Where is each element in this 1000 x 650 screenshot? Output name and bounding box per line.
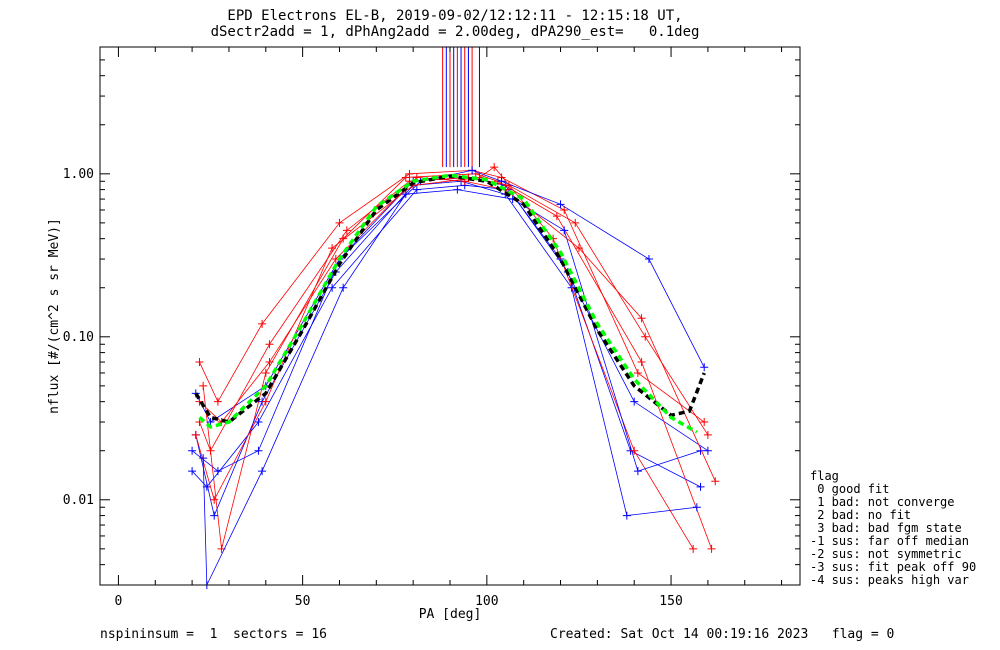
y-tick-label: 0.10: [63, 330, 94, 345]
data-point: [195, 358, 204, 367]
fit-curve: [198, 173, 698, 434]
data-point: [261, 368, 270, 377]
data-point: [497, 177, 506, 186]
data-point: [188, 446, 197, 455]
data-point: [471, 169, 480, 178]
data-point: [633, 467, 642, 476]
data-point: [707, 544, 716, 553]
data-point: [339, 283, 348, 292]
series-line: [202, 173, 712, 549]
data-point: [560, 226, 569, 235]
data-point: [630, 397, 639, 406]
data-point: [199, 454, 208, 463]
data-point: [210, 511, 219, 520]
legend-item: 0 good fit: [810, 482, 890, 496]
axes: [99, 46, 801, 586]
fit-curves: [194, 173, 706, 434]
data-point: [703, 430, 712, 439]
legend-item: 3 bad: bad fgm state: [810, 521, 962, 535]
data-point: [412, 185, 421, 194]
legend-item: -3 sus: fit peak off 90: [810, 560, 977, 574]
legend-item: -2 sus: not symmetric: [810, 547, 962, 561]
data-point: [206, 446, 215, 455]
data-point: [328, 244, 337, 253]
chart-title: EPD Electrons EL-B, 2019-09-02/12:12:11 …: [227, 8, 683, 24]
data-point: [703, 446, 712, 455]
series-line: [191, 184, 701, 488]
y-axis-label: nflux [#/(cm^2 s sr MeV)]: [47, 218, 62, 414]
legend-item: 2 bad: no fit: [810, 508, 912, 522]
data-point: [210, 495, 219, 504]
data-point: [401, 190, 410, 199]
data-point: [641, 332, 650, 341]
tick-labels: 0 50 100 150 0.01 0.10 1.00 PA [deg] nflux [#/(c…: [47, 167, 683, 622]
x-tick-label: 50: [295, 594, 311, 609]
data-point: [453, 185, 462, 194]
legend-item: 1 bad: not converge: [810, 495, 955, 509]
data-point: [265, 358, 274, 367]
data-point: [689, 544, 698, 553]
data-point: [258, 319, 267, 328]
series-layer: [188, 163, 720, 589]
series-line: [191, 169, 705, 472]
data-point: [560, 205, 569, 214]
flag-legend: flag 0 good fit 1 bad: not converge 2 ba…: [810, 470, 976, 587]
y-tick-label: 1.00: [63, 167, 94, 182]
data-point: [191, 430, 200, 439]
data-point: [342, 226, 351, 235]
x-tick-label: 150: [659, 594, 682, 609]
data-point: [265, 340, 274, 349]
series-line: [199, 177, 716, 482]
fit-curve: [194, 174, 706, 424]
data-point: [644, 255, 653, 264]
data-point: [188, 467, 197, 476]
series-line: [202, 189, 701, 586]
data-point: [622, 511, 631, 520]
series-line: [199, 169, 705, 423]
data-point: [637, 314, 646, 323]
data-point: [700, 363, 709, 372]
data-point: [335, 218, 344, 227]
data-point: [637, 358, 646, 367]
data-point: [254, 418, 263, 427]
footer-left: nspininsum = 1 sectors = 16: [100, 627, 327, 642]
data-point: [468, 166, 477, 175]
data-point: [254, 446, 263, 455]
data-point: [213, 467, 222, 476]
data-point: [692, 503, 701, 512]
series-line: [195, 180, 697, 517]
x-axis-label: PA [deg]: [419, 607, 482, 622]
data-point: [328, 283, 337, 292]
data-point: [401, 173, 410, 182]
data-point: [556, 200, 565, 209]
data-point: [700, 418, 709, 427]
x-tick-label: 100: [475, 594, 498, 609]
data-point: [633, 368, 642, 377]
legend-item: -4 sus: peaks high var: [810, 573, 969, 587]
data-point: [696, 482, 705, 491]
data-point: [405, 169, 414, 178]
vertical-spikes: [442, 47, 480, 168]
x-tick-label: 0: [115, 594, 123, 609]
footer-right: Created: Sat Oct 14 00:19:16 2023 flag =…: [550, 627, 895, 642]
data-point: [199, 381, 208, 390]
legend-item: -1 sus: far off median: [810, 534, 969, 548]
data-point: [258, 467, 267, 476]
data-point: [571, 218, 580, 227]
data-point: [213, 397, 222, 406]
data-point: [490, 163, 499, 172]
series-line: [195, 166, 694, 550]
data-point: [574, 244, 583, 253]
chart-subtitle: dSectr2add = 1, dPhAng2add = 2.00deg, dP…: [210, 24, 700, 40]
data-point: [711, 477, 720, 486]
y-tick-label: 0.01: [63, 493, 94, 508]
data-point: [261, 397, 270, 406]
data-point: [552, 212, 561, 221]
legend-title: flag: [810, 469, 839, 483]
